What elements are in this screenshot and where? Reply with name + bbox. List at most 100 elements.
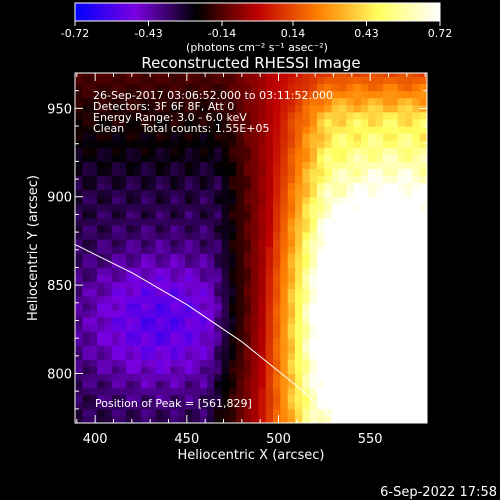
heatmap-cell [309,359,318,367]
colorbar: -0.72 -0.43 -0.14 0.14 0.43 0.72 (photons cm⁻… [61,2,452,54]
heatmap-cell [170,352,179,360]
heatmap-cell [163,161,171,169]
heatmap-cell [75,345,83,353]
heatmap-cell [97,281,105,290]
heatmap-cell [155,302,164,311]
heatmap-cell [221,380,230,389]
heatmap-cell [368,83,377,92]
heatmap-cell [214,302,223,311]
heatmap-cell [412,126,421,134]
heatmap-cell [111,324,120,332]
heatmap-cell [155,380,164,389]
heatmap-cell [353,104,362,113]
heatmap-cell [207,210,215,219]
heatmap-cell [192,217,201,226]
heatmap-cell [111,373,120,382]
heatmap-cell [119,76,127,85]
heatmap-cell [141,189,149,198]
heatmap-cell [155,274,164,283]
heatmap-cell [104,203,113,212]
heatmap-cell [295,324,303,332]
heatmap-cell [331,387,340,396]
heatmap-cell [390,126,399,134]
heatmap-cell [133,182,142,191]
heatmap-cell [243,394,252,403]
heatmap-cell [192,104,201,113]
heatmap-cell [177,175,186,184]
heatmap-cell [111,387,120,396]
heatmap-cell [89,302,98,311]
heatmap-cell [177,239,186,247]
heatmap-cell [302,232,311,240]
heatmap-cell [89,415,98,423]
heatmap-cell [236,196,245,205]
heatmap-cell [141,90,149,99]
heatmap-cell [258,359,267,367]
heatmap-cell [412,225,421,233]
heatmap-cell [287,104,296,113]
heatmap-cell [419,260,427,268]
heatmap-cell [141,182,149,191]
heatmap-cell [331,408,340,417]
heatmap-cell [346,118,355,127]
heatmap-cell [280,246,289,254]
heatmap-cell [273,232,281,240]
heatmap-cell [405,175,413,184]
heatmap-cell [229,232,237,240]
heatmap-cell [375,302,384,311]
heatmap-cell [346,352,355,360]
heatmap-cell [339,260,347,268]
heatmap-cell [339,210,347,219]
heatmap-cell [221,133,230,141]
heatmap-cell [287,281,296,290]
heatmap-cell [419,133,427,141]
heatmap-cell [192,196,201,205]
heatmap-cell [192,394,201,403]
heatmap-cell [295,239,303,247]
heatmap-cell [236,366,245,375]
heatmap-cell [236,415,245,423]
heatmap-cell [75,401,83,410]
heatmap-cell [89,345,98,353]
heatmap-cell [163,133,171,141]
heatmap-cell [273,316,281,325]
heatmap-cell [368,387,377,396]
heatmap-cell [148,380,157,389]
heatmap-cell [111,331,120,339]
heatmap-cell [119,147,127,155]
heatmap-cell [82,274,91,283]
heatmap-cell [265,97,274,106]
heatmap-cell [170,408,179,417]
heatmap-cell [353,225,362,233]
heatmap-cell [280,154,289,162]
heatmap-cell [280,267,289,276]
heatmap-cell [170,140,179,148]
heatmap-cell [375,154,384,162]
heatmap-cell [177,217,186,226]
heatmap-cell [280,359,289,367]
heatmap-cell [368,76,377,85]
heatmap-cell [317,154,325,162]
heatmap-cell [309,401,318,410]
heatmap-cell [280,260,289,268]
heatmap-cell [317,387,325,396]
chart-title: Reconstructed RHESSI Image [141,54,360,72]
heatmap-cell [309,309,318,318]
heatmap-cell [368,196,377,205]
heatmap-cell [243,380,252,389]
heatmap-cell [199,394,208,403]
heatmap-cell [258,345,267,353]
heatmap-cell [287,359,296,367]
heatmap-cell [258,154,267,162]
heatmap-cell [383,324,391,332]
heatmap-cell [148,161,157,169]
heatmap-cell [82,232,91,240]
heatmap-cell [185,359,193,367]
heatmap-cell [302,324,311,332]
heatmap-cell [346,267,355,276]
heatmap-cell [177,324,186,332]
heatmap-cell [309,324,318,332]
heatmap-cell [82,90,91,99]
heatmap-cell [295,161,303,169]
heatmap-cell [339,73,347,78]
